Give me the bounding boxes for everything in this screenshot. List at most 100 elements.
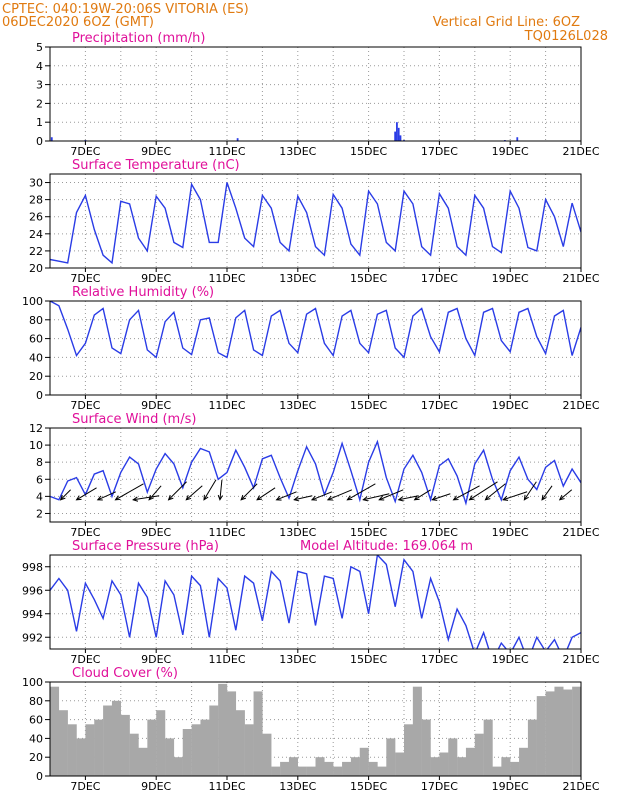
cloud-bar: [280, 761, 290, 776]
cloud-bar: [439, 752, 449, 776]
wind-arrow: [97, 491, 116, 501]
wind-arrow: [398, 495, 419, 501]
wind-arrow: [485, 483, 506, 501]
wind-arrow: [219, 479, 223, 500]
wind-ytick-label: 12: [29, 422, 43, 435]
humidity-xtick-label: 19DEC: [492, 399, 529, 412]
wind-arrow: [240, 483, 258, 501]
cloud-bar: [209, 705, 219, 776]
humidity-xtick-label: 9DEC: [141, 399, 171, 412]
humidity-xtick-label: 11DEC: [208, 399, 245, 412]
cloud-bar: [554, 686, 564, 776]
precipitation-ytick-label: 0: [36, 135, 43, 148]
wind-xtick-label: 13DEC: [279, 526, 316, 539]
wind-arrow: [203, 479, 217, 501]
wind-arrow-head: [397, 496, 404, 502]
cloud-bar: [235, 710, 245, 776]
precip-bar: [516, 137, 519, 141]
cloud-cover-ytick-label: 40: [29, 732, 43, 745]
precip-bar: [236, 138, 239, 141]
precip-bar: [396, 122, 398, 141]
precipitation-ytick-label: 4: [36, 60, 43, 73]
pressure-xtick-label: 21DEC: [562, 653, 599, 666]
wind-arrow-head: [346, 495, 353, 501]
humidity-xtick-label: 17DEC: [421, 399, 458, 412]
cloud-bar: [120, 714, 130, 776]
wind-xtick-label: 21DEC: [562, 526, 599, 539]
wind-line: [50, 439, 581, 506]
cloud-bar: [563, 689, 573, 776]
cloud-bar: [368, 761, 378, 776]
cloud-cover-xtick-label: 15DEC: [350, 780, 387, 793]
cloud-bar: [430, 757, 440, 776]
pressure-xtick-label: 11DEC: [208, 653, 245, 666]
pressure-xtick-label: 7DEC: [70, 653, 100, 666]
wind-arrow-head: [541, 494, 547, 501]
cloud-bar: [377, 766, 387, 776]
humidity-line: [50, 301, 581, 359]
header-run-time: 06DEC2020 6OZ (GMT): [2, 15, 154, 30]
pressure-ytick-label: 996: [22, 584, 43, 597]
temperature-xtick-label: 7DEC: [70, 272, 100, 285]
wind-arrow: [523, 481, 537, 501]
cloud-bar: [527, 719, 537, 776]
cloud-bar: [58, 710, 68, 776]
cloud-bar: [421, 719, 431, 776]
wind-arrow-head: [217, 494, 223, 501]
humidity-ytick-label: 0: [36, 389, 43, 402]
wind-xtick-label: 7DEC: [70, 526, 100, 539]
wind-arrow: [469, 481, 498, 501]
precipitation-ytick-label: 5: [36, 41, 43, 54]
pressure-xtick-label: 9DEC: [141, 653, 171, 666]
cloud-bar: [386, 738, 396, 776]
cloud-cover-xtick-label: 13DEC: [279, 780, 316, 793]
wind-ytick-label: 6: [36, 473, 43, 486]
temperature-frame: [49, 173, 582, 269]
cloud-cover-xtick-label: 21DEC: [562, 780, 599, 793]
humidity-ytick-label: 40: [29, 351, 43, 364]
wind-arrow-head: [167, 494, 174, 501]
cloud-cover-xtick-label: 7DEC: [70, 780, 100, 793]
cloud-cover-xtick-label: 9DEC: [141, 780, 171, 793]
temperature-ytick-label: 20: [29, 262, 43, 275]
wind-arrow-head: [431, 495, 438, 501]
cloud-cover-xtick-label: 19DEC: [492, 780, 529, 793]
wind-ytick-label: 4: [36, 490, 43, 503]
humidity-frame: [49, 300, 582, 396]
precipitation-frame: [49, 46, 582, 142]
precipitation-xtick-label: 21DEC: [562, 145, 599, 158]
precipitation-xtick-label: 15DEC: [350, 145, 387, 158]
pressure-ytick-label: 998: [22, 561, 43, 574]
temperature-panel: Surface Temperature (nC) 20 22 24 26 28 30 7DEC…: [29, 158, 600, 285]
pressure-line: [50, 555, 581, 649]
cloud-bar: [324, 761, 334, 776]
wind-arrow-head: [523, 494, 529, 501]
cloud-bar: [288, 757, 298, 776]
cloud-bar: [85, 724, 95, 776]
wind-arrow-head: [413, 495, 420, 501]
cloud-bar: [191, 724, 201, 776]
cloud-bar: [227, 691, 237, 776]
wind-arrow-head: [96, 495, 103, 501]
precipitation-xtick-label: 11DEC: [208, 145, 245, 158]
humidity-title: Relative Humidity (%): [72, 285, 214, 300]
wind-arrow-head: [378, 495, 385, 501]
pressure-subtitle: Model Altitude: 169.064 m: [300, 539, 473, 554]
temperature-xtick-label: 15DEC: [350, 272, 387, 285]
cloud-bar: [315, 757, 325, 776]
humidity-xtick-label: 15DEC: [350, 399, 387, 412]
precipitation-xtick-label: 17DEC: [421, 145, 458, 158]
wind-arrow: [379, 489, 404, 501]
cloud-bar: [519, 747, 529, 776]
pressure-ytick-label: 994: [22, 608, 43, 621]
cloud-cover-frame: [49, 681, 582, 777]
cloud-bar: [244, 724, 254, 776]
cloud-bar: [262, 733, 272, 776]
cloud-bar: [404, 724, 414, 776]
humidity-ytick-label: 80: [29, 314, 43, 327]
cloud-bar: [536, 696, 546, 776]
wind-arrow: [559, 489, 573, 501]
precipitation-xtick-label: 7DEC: [70, 145, 100, 158]
wind-xtick-label: 17DEC: [421, 526, 458, 539]
wind-arrow-head: [148, 494, 154, 501]
